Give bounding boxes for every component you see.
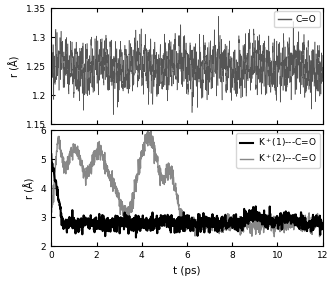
Y-axis label: r (Å): r (Å) — [24, 177, 35, 199]
Y-axis label: r (Å): r (Å) — [9, 56, 21, 77]
Legend: C=O: C=O — [274, 11, 320, 27]
Legend: K$^+$(1)---C=O, K$^+$(2)---C=O: K$^+$(1)---C=O, K$^+$(2)---C=O — [236, 133, 320, 168]
X-axis label: t (ps): t (ps) — [173, 266, 201, 276]
